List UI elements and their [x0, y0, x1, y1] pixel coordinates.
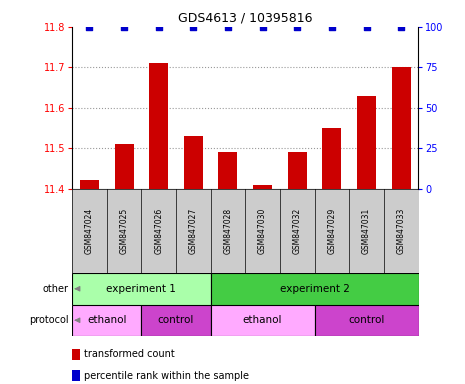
Text: GSM847031: GSM847031 [362, 208, 371, 254]
Bar [114, 144, 133, 189]
Bar [314, 189, 349, 273]
Text: GSM847027: GSM847027 [189, 208, 198, 254]
Bar [211, 305, 314, 336]
Bar [253, 184, 272, 189]
Bar [72, 305, 141, 336]
Text: GSM847028: GSM847028 [224, 208, 232, 254]
Bar [72, 189, 106, 273]
Text: experiment 1: experiment 1 [106, 284, 176, 294]
Text: GSM847026: GSM847026 [154, 208, 163, 254]
Bar [357, 96, 376, 189]
Bar [72, 273, 211, 305]
Title: GDS4613 / 10395816: GDS4613 / 10395816 [178, 11, 312, 24]
Text: percentile rank within the sample: percentile rank within the sample [84, 371, 249, 381]
Point [155, 24, 162, 30]
Text: GSM847029: GSM847029 [327, 208, 336, 254]
Bar [246, 189, 280, 273]
Bar [322, 128, 341, 189]
Text: ethanol: ethanol [87, 315, 126, 325]
Point [398, 24, 405, 30]
Text: other: other [43, 284, 69, 294]
Text: control: control [348, 315, 385, 325]
Text: GSM847033: GSM847033 [397, 208, 405, 254]
Text: GSM847024: GSM847024 [85, 208, 94, 254]
Bar [184, 136, 203, 189]
Point [120, 24, 128, 30]
Bar [211, 273, 418, 305]
Bar [392, 67, 411, 189]
Text: ethanol: ethanol [243, 315, 282, 325]
Bar [176, 189, 211, 273]
Bar [314, 305, 418, 336]
Text: GSM847030: GSM847030 [258, 208, 267, 254]
Bar [384, 189, 418, 273]
Text: GSM847025: GSM847025 [120, 208, 128, 254]
Point [363, 24, 370, 30]
Bar [280, 189, 314, 273]
Point [190, 24, 197, 30]
Text: experiment 2: experiment 2 [279, 284, 350, 294]
Text: protocol: protocol [29, 315, 69, 325]
Bar [219, 152, 238, 189]
Point [328, 24, 336, 30]
Text: control: control [158, 315, 194, 325]
Point [259, 24, 266, 30]
Text: GSM847032: GSM847032 [293, 208, 302, 254]
Bar [211, 189, 246, 273]
Bar [349, 189, 384, 273]
Bar [141, 189, 176, 273]
Bar [141, 305, 211, 336]
Point [86, 24, 93, 30]
Bar [106, 189, 141, 273]
Bar [288, 152, 307, 189]
Bar [149, 63, 168, 189]
Point [224, 24, 232, 30]
Point [293, 24, 301, 30]
Bar [80, 180, 99, 189]
Text: transformed count: transformed count [84, 349, 174, 359]
